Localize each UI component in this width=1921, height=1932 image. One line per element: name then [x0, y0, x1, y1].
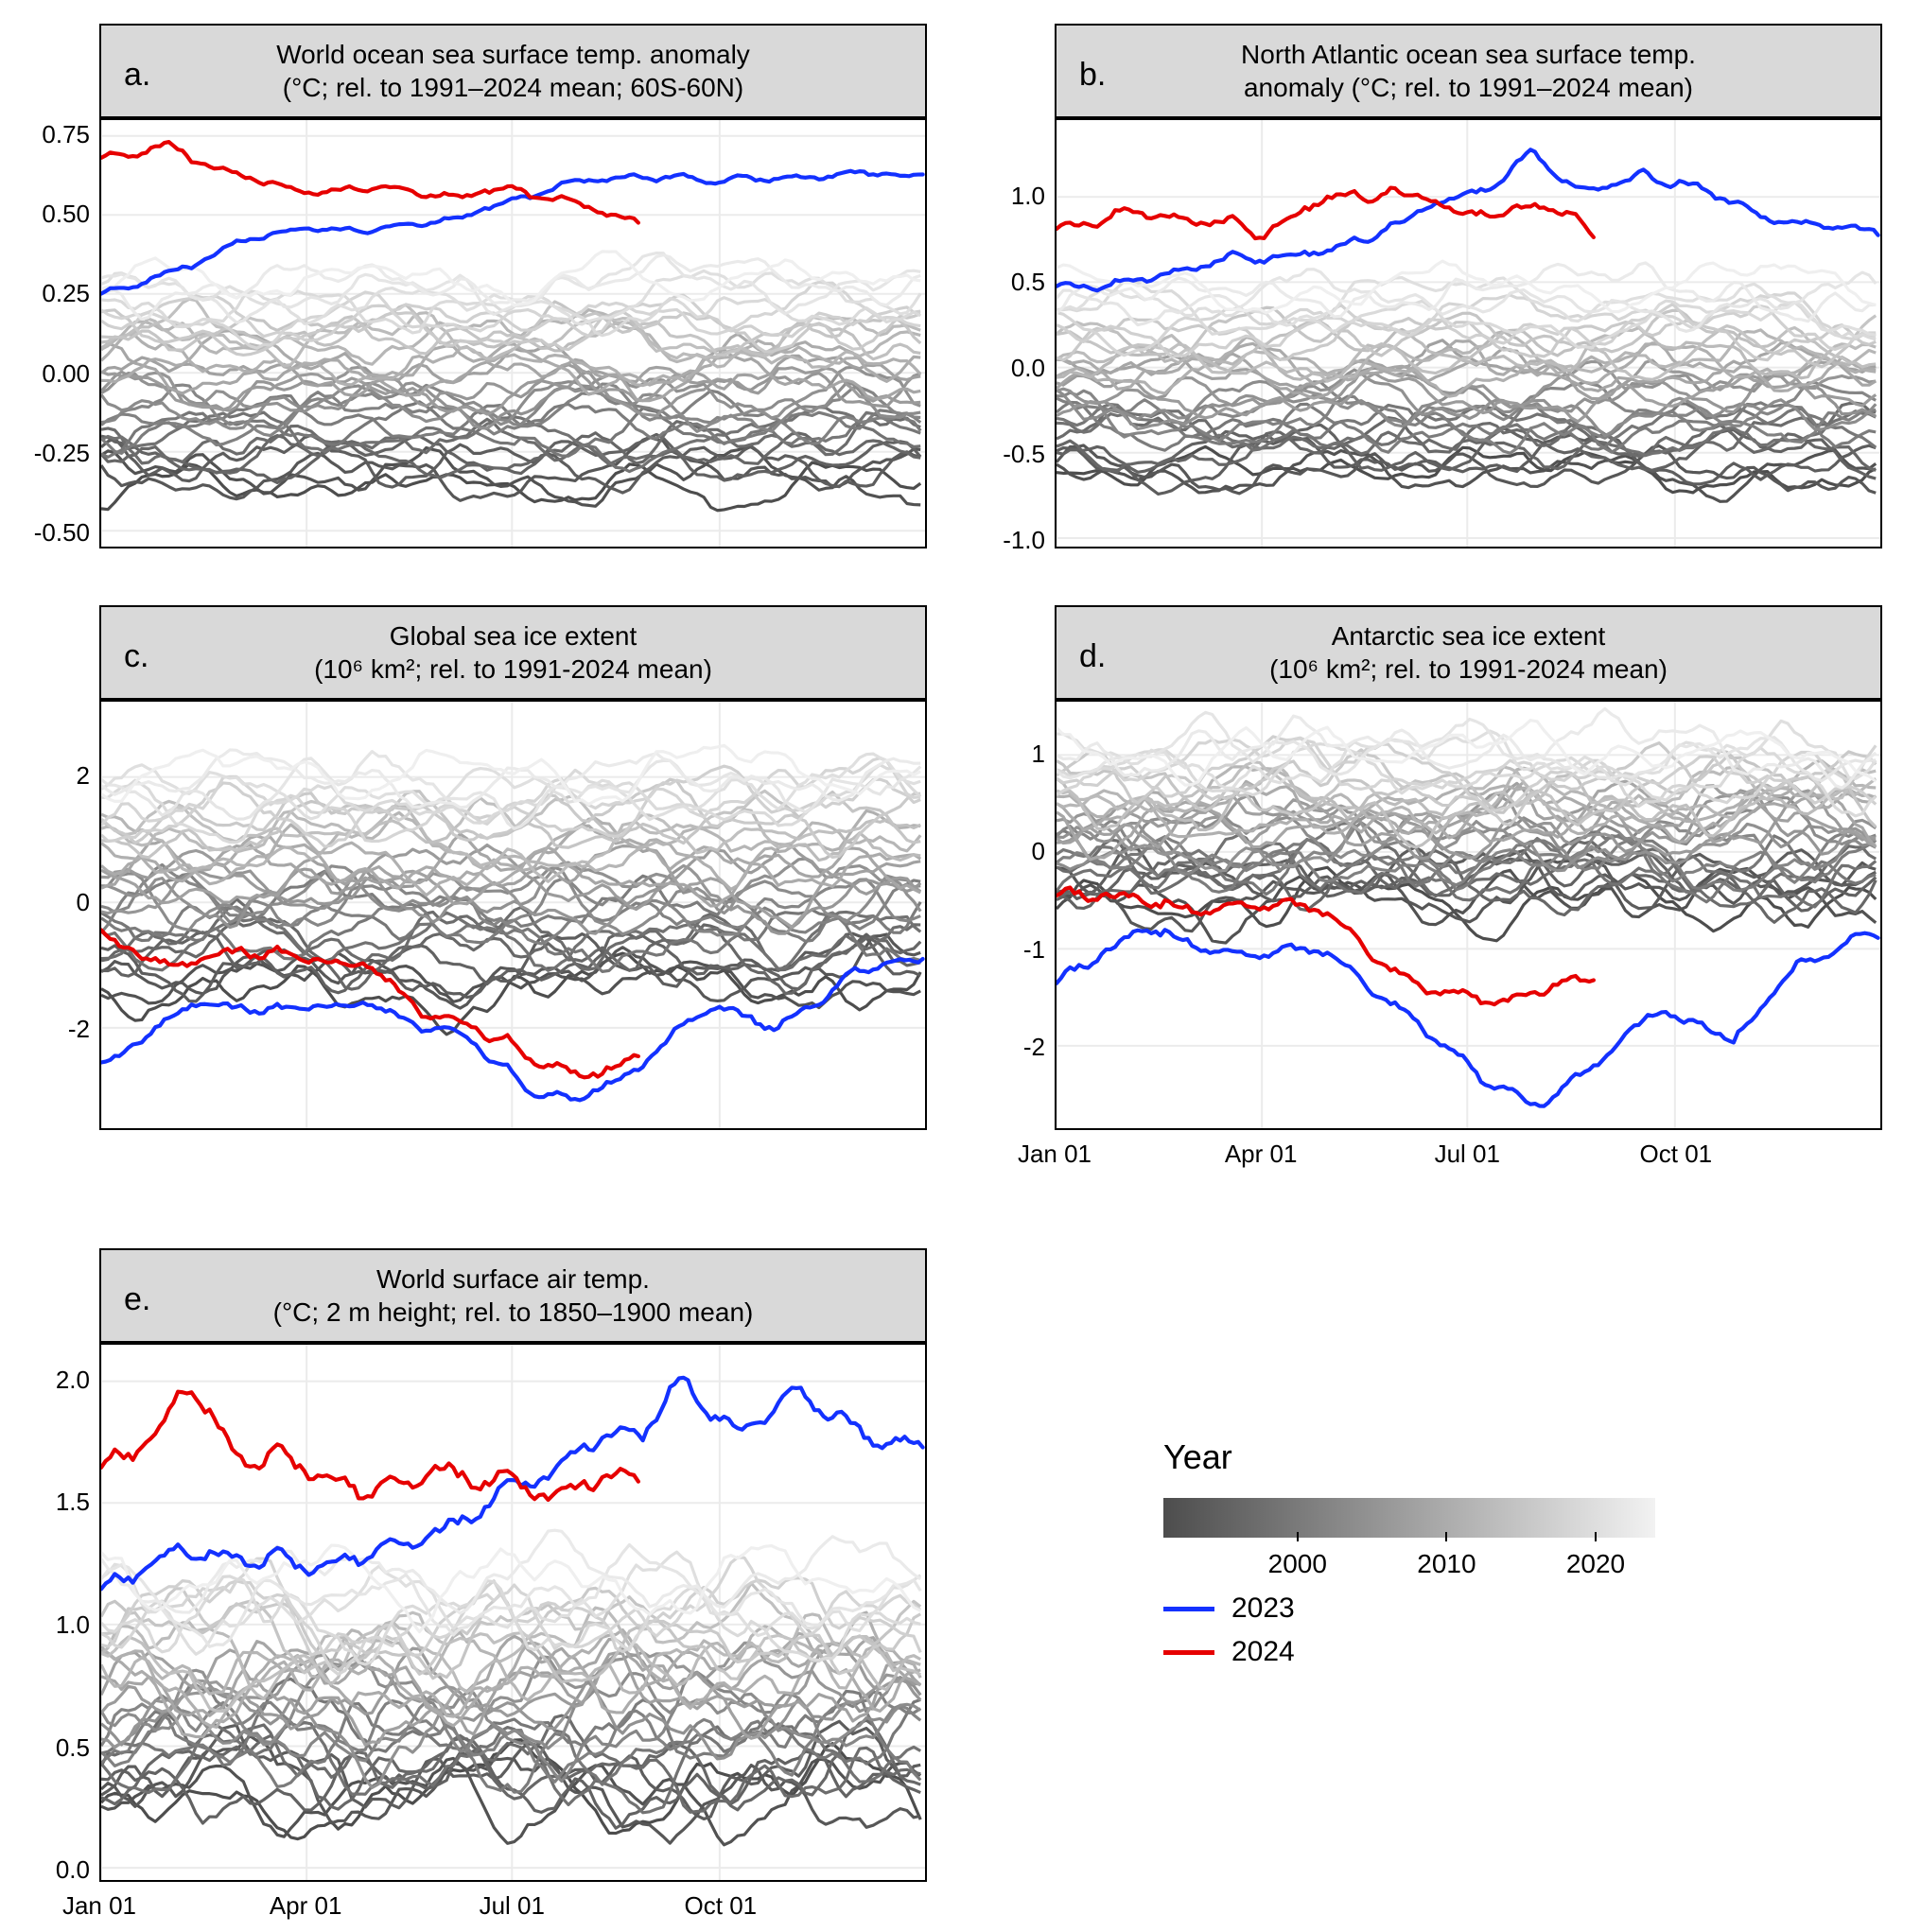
y-tick-label: 0.75 [5, 120, 90, 149]
legend-gradient [1163, 1498, 1655, 1538]
x-tick-label: Oct 01 [1610, 1140, 1742, 1169]
plot-area [1055, 700, 1882, 1130]
legend-line-key: 2024 [1163, 1636, 1655, 1668]
panel-c: Global sea ice extent (10⁶ km²; rel. to … [99, 605, 927, 1130]
y-tick-label: 1.5 [5, 1488, 90, 1517]
y-tick-label: -2 [960, 1033, 1045, 1062]
panel-title-text: World ocean sea surface temp. anomaly (°… [269, 32, 758, 110]
y-tick-label: 1 [960, 740, 1045, 769]
y-tick-label: -0.25 [5, 439, 90, 468]
x-tick-label: Jan 01 [988, 1140, 1121, 1169]
legend: Year 2000 2010 2020 2023 2024 [1163, 1437, 1655, 1668]
panel-title-strip: Global sea ice extent (10⁶ km²; rel. to … [99, 605, 927, 700]
legend-tick-label: 2010 [1417, 1549, 1476, 1579]
x-tick-label: Jan 01 [33, 1891, 166, 1921]
y-tick-label: -0.5 [960, 440, 1045, 469]
series-2024 [101, 142, 638, 222]
gray-series [101, 1721, 920, 1819]
legend-line-label: 2023 [1231, 1593, 1295, 1625]
legend-gradient-ticks: 2000 2010 2020 [1163, 1538, 1655, 1581]
panel-title-text: North Atlantic ocean sea surface temp. a… [1233, 32, 1703, 110]
y-tick-label: -1 [960, 935, 1045, 965]
panel-d: Antarctic sea ice extent (10⁶ km²; rel. … [1055, 605, 1882, 1130]
legend-tick-mark [1297, 1532, 1299, 1541]
y-tick-label: -2 [5, 1015, 90, 1044]
x-tick-label: Apr 01 [1195, 1140, 1327, 1169]
panel-title-text: Global sea ice extent (10⁶ km²; rel. to … [306, 614, 720, 691]
panel-e: World surface air temp. (°C; 2 m height;… [99, 1248, 927, 1882]
y-tick-label: 2.0 [5, 1366, 90, 1395]
y-tick-label: 0.0 [5, 1855, 90, 1885]
y-tick-label: 2 [5, 761, 90, 791]
legend-tick-mark [1445, 1532, 1447, 1541]
y-tick-label: 0.50 [5, 200, 90, 229]
y-tick-label: 0.5 [960, 268, 1045, 297]
y-tick-label: -1.0 [960, 526, 1045, 555]
panel-title-text: Antarctic sea ice extent (10⁶ km²; rel. … [1262, 614, 1675, 691]
gray-series [101, 447, 920, 506]
legend-title: Year [1163, 1437, 1655, 1477]
y-tick-label: 0 [960, 837, 1045, 866]
plot-area [1055, 118, 1882, 548]
plot-area [99, 118, 927, 548]
x-tick-label: Jul 01 [445, 1891, 578, 1921]
plot-area [99, 700, 927, 1130]
panel-title-text: World surface air temp. (°C; 2 m height;… [266, 1257, 761, 1334]
y-tick-label: 0.25 [5, 279, 90, 308]
x-tick-label: Apr 01 [239, 1891, 372, 1921]
legend-swatch [1163, 1650, 1214, 1655]
plot-area [99, 1343, 927, 1882]
legend-line-key: 2023 [1163, 1593, 1655, 1625]
y-tick-label: 1.0 [960, 182, 1045, 211]
legend-tick-label: 2000 [1268, 1549, 1327, 1579]
legend-tick-mark [1595, 1532, 1597, 1541]
x-tick-label: Jul 01 [1401, 1140, 1533, 1169]
series-2024 [101, 1392, 638, 1500]
panel-title-strip: North Atlantic ocean sea surface temp. a… [1055, 24, 1882, 118]
series-2024 [1057, 188, 1594, 239]
y-tick-label: 0.5 [5, 1733, 90, 1763]
y-tick-label: 0.0 [960, 354, 1045, 383]
gray-series [101, 434, 920, 482]
y-tick-label: 0 [5, 888, 90, 917]
x-tick-label: Oct 01 [655, 1891, 787, 1921]
legend-swatch [1163, 1607, 1214, 1611]
gray-series [101, 1758, 920, 1844]
y-tick-label: 0.00 [5, 359, 90, 389]
panel-title-strip: World surface air temp. (°C; 2 m height;… [99, 1248, 927, 1343]
panel-a: World ocean sea surface temp. anomaly (°… [99, 24, 927, 548]
climate-panels-figure: World ocean sea surface temp. anomaly (°… [0, 0, 1921, 1932]
panel-b: North Atlantic ocean sea surface temp. a… [1055, 24, 1882, 548]
legend-tick-label: 2020 [1566, 1549, 1625, 1579]
gray-series [101, 953, 920, 1035]
y-tick-label: 1.0 [5, 1610, 90, 1640]
legend-line-label: 2024 [1231, 1636, 1295, 1668]
panel-title-strip: World ocean sea surface temp. anomaly (°… [99, 24, 927, 118]
panel-title-strip: Antarctic sea ice extent (10⁶ km²; rel. … [1055, 605, 1882, 700]
y-tick-label: -0.50 [5, 518, 90, 548]
